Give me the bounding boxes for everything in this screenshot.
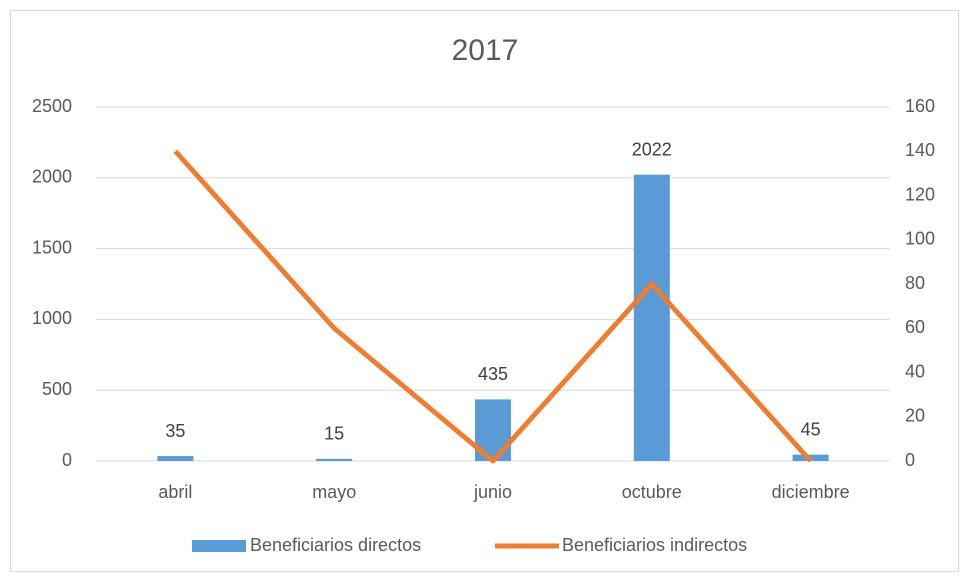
y2-tick-label: 120 <box>905 184 935 204</box>
x-tick-label: mayo <box>312 482 356 502</box>
data-label: 2022 <box>632 139 672 159</box>
y-tick-label: 500 <box>42 379 72 399</box>
chart-title: 2017 <box>452 34 519 67</box>
x-tick-label: octubre <box>622 482 682 502</box>
y-tick-label: 1500 <box>32 237 72 257</box>
chart-border <box>10 10 959 572</box>
y-tick-label: 2000 <box>32 167 72 187</box>
y2-tick-label: 160 <box>905 96 935 116</box>
y2-tick-label: 140 <box>905 140 935 160</box>
x-tick-label: junio <box>473 482 512 502</box>
data-label: 435 <box>478 364 508 384</box>
y2-tick-label: 100 <box>905 229 935 249</box>
bar <box>633 174 670 461</box>
x-tick-label: diciembre <box>772 482 850 502</box>
y2-tick-label: 80 <box>905 273 925 293</box>
y2-tick-label: 0 <box>905 450 915 470</box>
legend-swatch <box>192 540 246 552</box>
legend-label: Beneficiarios directos <box>250 535 421 555</box>
data-label: 45 <box>801 419 821 439</box>
y-tick-label: 0 <box>62 450 72 470</box>
bar <box>157 456 194 461</box>
y2-tick-label: 20 <box>905 406 925 426</box>
bar <box>316 458 353 461</box>
y2-tick-label: 40 <box>905 361 925 381</box>
x-tick-label: abril <box>158 482 192 502</box>
y-tick-label: 2500 <box>32 96 72 116</box>
line <box>173 149 813 464</box>
y2-tick-label: 60 <box>905 317 925 337</box>
y-tick-label: 1000 <box>32 308 72 328</box>
data-label: 35 <box>165 421 185 441</box>
data-label: 15 <box>324 424 344 444</box>
legend-label: Beneficiarios indirectos <box>562 535 747 555</box>
